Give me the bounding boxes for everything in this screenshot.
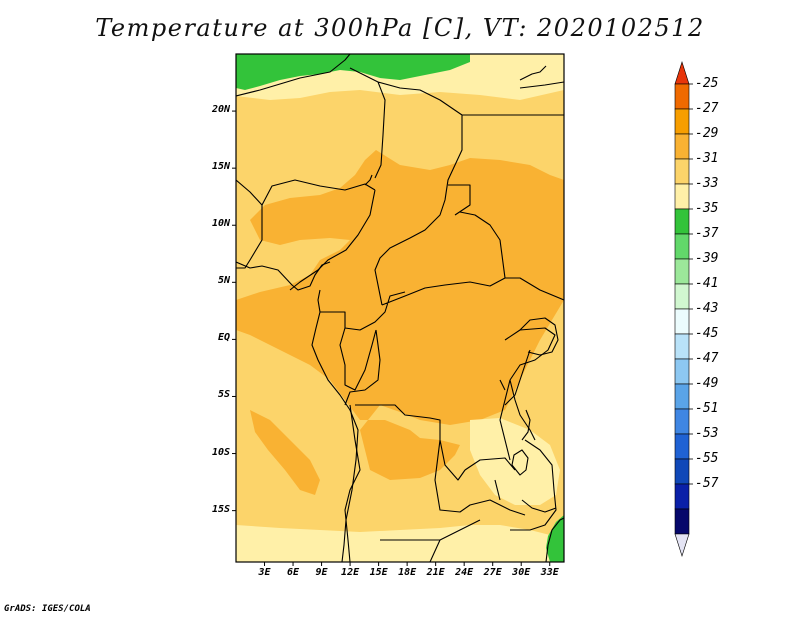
colorbar-swatch [674, 108, 690, 135]
colorbar-tick-label: -47 [695, 351, 719, 366]
lon-tick-label: 18E [398, 567, 417, 578]
lat-tick-label: 15N [211, 161, 230, 173]
lat-tick-label: EQ [217, 332, 230, 344]
colorbar-swatch [674, 408, 690, 435]
colorbar-tick-label: -43 [695, 301, 719, 316]
map-frame [235, 53, 565, 563]
colorbar-tick-label: -39 [695, 251, 719, 266]
longitude-ticks [264, 562, 551, 566]
colorbar-bottom-triangle [674, 533, 690, 557]
temperature-contour-pale-se [470, 418, 560, 505]
temperature-contour-pale-ne [470, 54, 564, 78]
chart-title: Temperature at 300hPa [C], VT: 202010251… [95, 14, 705, 42]
lat-tick-label: 10S [211, 446, 230, 458]
lat-tick-label: 5S [217, 389, 230, 401]
colorbar-tick-label: -31 [695, 151, 719, 166]
lon-tick-label: 15E [369, 567, 388, 578]
colorbar-tick-label: -29 [695, 126, 719, 141]
colorbar-swatch [674, 433, 690, 460]
lakes-and-rivers [364, 174, 559, 441]
colorbar-tick-label: -25 [695, 76, 719, 91]
colorbar-swatch [674, 308, 690, 335]
lat-tick-label: 10N [211, 218, 230, 230]
coastline [236, 261, 564, 562]
lon-tick-label: 12E [341, 567, 360, 578]
colorbar-swatch [674, 258, 690, 285]
colorbar-tick-label: -49 [695, 376, 719, 391]
lat-tick-label: 20N [211, 104, 230, 116]
colorbar-tick-label: -41 [695, 276, 719, 291]
colorbar-tick-label: -55 [695, 451, 719, 466]
lon-tick-label: 9E [315, 567, 328, 578]
coastline-northeast [519, 65, 564, 89]
colorbar-swatch [674, 158, 690, 185]
colorbar-tick-label: -57 [695, 476, 719, 491]
colorbar-swatch [674, 333, 690, 360]
lat-tick-label: 15S [211, 503, 230, 515]
grads-credit: GrADS: IGES/COLA [4, 604, 91, 614]
colorbar-top-triangle [674, 61, 690, 85]
colorbar-swatch [674, 483, 690, 510]
temperature-contour-pale-south [236, 525, 564, 562]
lon-tick-label: 6E [287, 567, 300, 578]
colorbar [674, 61, 693, 557]
colorbar-swatch [674, 133, 690, 160]
colorbar-tick-label: -53 [695, 426, 719, 441]
temperature-contour-warm-center [236, 150, 564, 480]
colorbar-swatch [674, 183, 690, 210]
colorbar-swatch [674, 383, 690, 410]
colorbar-tick-label: -45 [695, 326, 719, 341]
country-borders [236, 54, 564, 562]
colorbar-tick-label: -51 [695, 401, 719, 416]
colorbar-tick-label: -35 [695, 201, 719, 216]
lat-tick-label: 5N [217, 275, 230, 287]
map-plot-area [236, 54, 564, 562]
latitude-ticks [232, 110, 236, 512]
colorbar-swatch [674, 508, 690, 535]
lon-tick-label: 33E [540, 567, 559, 578]
colorbar-swatch [674, 283, 690, 310]
colorbar-swatch [674, 358, 690, 385]
colorbar-swatch [674, 458, 690, 485]
colorbar-tick-label: -27 [695, 101, 719, 116]
colorbar-tick-label: -37 [695, 226, 719, 241]
colorbar-tick-label: -33 [695, 176, 719, 191]
lon-tick-label: 27E [483, 567, 502, 578]
colorbar-swatch [674, 83, 690, 110]
temperature-contour-warm-south [250, 410, 320, 495]
colorbar-swatch [674, 208, 690, 235]
colorbar-swatch [674, 233, 690, 260]
lon-tick-label: 3E [258, 567, 271, 578]
temperature-contour-green-se [546, 515, 564, 562]
lon-tick-label: 21E [426, 567, 445, 578]
temperature-contour-green-north [236, 54, 470, 90]
lon-tick-label: 30E [512, 567, 531, 578]
lon-tick-label: 24E [455, 567, 474, 578]
